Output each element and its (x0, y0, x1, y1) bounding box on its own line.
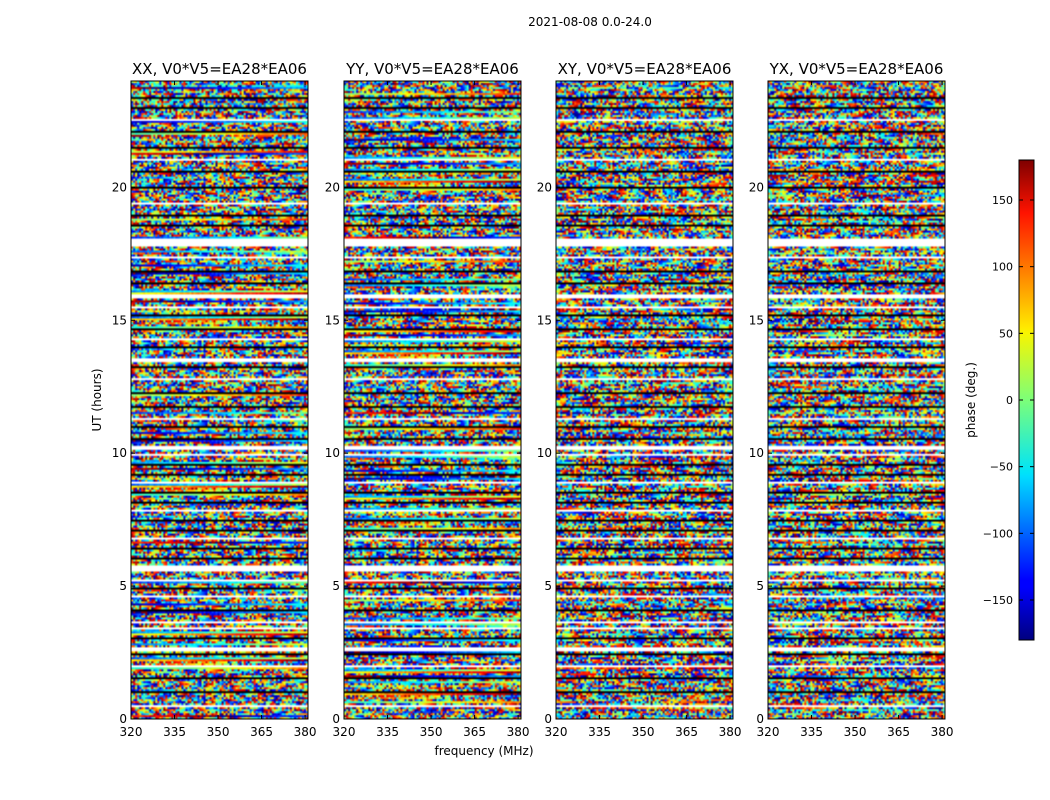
y-tick-label: 15 (325, 313, 340, 327)
y-tick-label: 5 (544, 579, 552, 593)
panel-title: XY, V0*V5=EA28*EA06 (558, 60, 732, 78)
x-tick-label: 335 (163, 725, 186, 739)
y-axis-label: UT (hours) (90, 368, 104, 431)
x-tick-label: 320 (120, 725, 143, 739)
y-tick-label: 15 (749, 313, 764, 327)
x-tick-label: 365 (250, 725, 273, 739)
colorbar-label: phase (deg.) (964, 362, 978, 438)
heatmap-yy (344, 81, 521, 719)
y-tick-label: 15 (112, 313, 127, 327)
panels-layer: XX, V0*V5=EA28*EA06 320 335 350 365 380 0 5 10 15… (112, 60, 954, 739)
x-tick-label: 380 (719, 725, 742, 739)
y-tick-label: 10 (325, 446, 340, 460)
x-tick-label: 335 (800, 725, 823, 739)
x-tick-label: 365 (675, 725, 698, 739)
y-tick-label: 20 (537, 180, 552, 194)
panel-title: XX, V0*V5=EA28*EA06 (132, 60, 307, 78)
x-tick-label: 380 (931, 725, 954, 739)
x-axis-label: frequency (MHz) (434, 744, 533, 758)
y-tick-label: 20 (325, 180, 340, 194)
colorbar: −150 −100 −50 0 50 100 150 phase (deg.) (964, 159, 1035, 641)
x-tick-label: 365 (463, 725, 486, 739)
x-tick-label: 350 (632, 725, 655, 739)
colorbar-tick-label: 50 (999, 327, 1013, 340)
panel-frame (555, 80, 734, 720)
y-tick-label: 10 (537, 446, 552, 460)
x-tick-label: 350 (207, 725, 230, 739)
panel-xy: XY, V0*V5=EA28*EA06 320 335 350 365 380 0 5 10 15… (537, 60, 742, 739)
x-tick-label: 380 (294, 725, 317, 739)
y-tick-label: 5 (332, 579, 340, 593)
y-tick-label: 5 (756, 579, 764, 593)
colorbar-tick-label: −50 (990, 461, 1013, 474)
panel-title: YX, V0*V5=EA28*EA06 (769, 60, 944, 78)
colorbar-tick-label: 100 (992, 261, 1013, 274)
heatmap-xx (131, 81, 308, 719)
colorbar-tick-label: 150 (992, 194, 1013, 207)
panel-title: YY, V0*V5=EA28*EA06 (345, 60, 519, 78)
panel-frame (130, 80, 309, 720)
heatmap-xy (556, 81, 733, 719)
x-tick-label: 350 (844, 725, 867, 739)
x-tick-label: 335 (376, 725, 399, 739)
y-tick-label: 0 (756, 712, 764, 726)
y-tick-label: 15 (537, 313, 552, 327)
x-tick-label: 335 (588, 725, 611, 739)
figure-title: 2021-08-08 0.0-24.0 (528, 15, 652, 29)
y-tick-label: 10 (112, 446, 127, 460)
panel-frame (767, 80, 946, 720)
x-tick-label: 320 (757, 725, 780, 739)
heatmap-yx (768, 81, 945, 719)
panel-yx: YX, V0*V5=EA28*EA06 320 335 350 365 380 0 5 10 15… (749, 60, 954, 739)
x-tick-label: 320 (333, 725, 356, 739)
colorbar-tick-label: −100 (983, 527, 1013, 540)
colorbar-ticks: −150 −100 −50 0 50 100 150 (983, 194, 1034, 607)
panel-yy: YY, V0*V5=EA28*EA06 320 335 350 365 380 0 5 10 15… (325, 60, 530, 739)
x-tick-label: 320 (545, 725, 568, 739)
y-tick-label: 0 (332, 712, 340, 726)
colorbar-tick-label: −150 (983, 594, 1013, 607)
y-tick-label: 20 (112, 180, 127, 194)
y-tick-label: 0 (544, 712, 552, 726)
y-tick-label: 5 (119, 579, 127, 593)
panel-frame (343, 80, 522, 720)
y-tick-label: 20 (749, 180, 764, 194)
y-tick-label: 0 (119, 712, 127, 726)
x-tick-label: 380 (507, 725, 530, 739)
x-tick-label: 350 (420, 725, 443, 739)
y-tick-label: 10 (749, 446, 764, 460)
colorbar-tick-label: 0 (1006, 394, 1013, 407)
x-tick-label: 365 (887, 725, 910, 739)
panel-xx: XX, V0*V5=EA28*EA06 320 335 350 365 380 0 5 10 15… (112, 60, 317, 739)
